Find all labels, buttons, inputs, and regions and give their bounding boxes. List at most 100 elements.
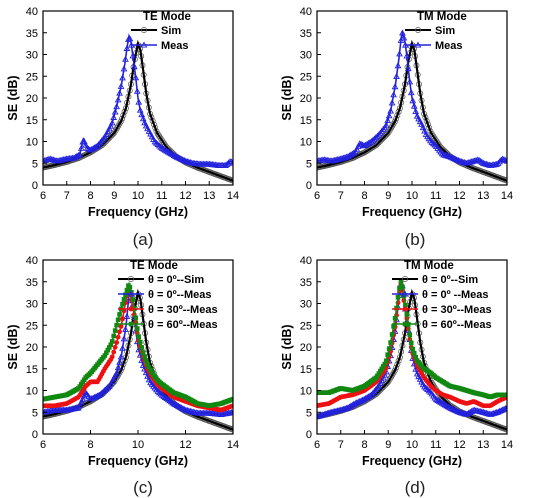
caption-b: (b): [405, 230, 426, 249]
legend-marker: [127, 290, 135, 297]
series-marker: [77, 398, 85, 405]
x-tick-label: 13: [203, 190, 215, 202]
legend-entry-label: Meas: [161, 40, 189, 52]
legend-title: TE Mode: [143, 11, 191, 23]
x-tick-label: 14: [227, 190, 239, 202]
x-tick-label: 9: [385, 190, 391, 202]
x-tick-label: 6: [40, 439, 46, 451]
series-marker: [438, 150, 446, 157]
x-axis-label: Frequency (GHz): [88, 454, 188, 468]
legend-marker: [140, 41, 148, 48]
y-tick-label: 35: [300, 28, 312, 40]
series-3: [43, 281, 233, 408]
y-tick-label: 10: [26, 137, 38, 149]
series-1: [317, 280, 507, 420]
legend-marker: [402, 276, 408, 282]
legend-marker: [128, 321, 134, 327]
y-tick-label: 5: [32, 158, 38, 170]
x-tick-label: 8: [361, 439, 367, 451]
legend-title: TE Mode: [130, 260, 178, 272]
y-tick-label: 30: [300, 50, 312, 62]
x-axis-label: Frequency (GHz): [362, 454, 462, 468]
x-tick-label: 12: [453, 439, 465, 451]
x-tick-label: 14: [501, 190, 513, 202]
legend-entry-label: θ = 30º--Meas: [148, 304, 218, 316]
legend-entry-label: θ = 0º --Meas: [422, 289, 489, 301]
legend-entry-label: Sim: [435, 25, 455, 37]
y-tick-label: 30: [300, 299, 312, 311]
y-tick-label: 40: [300, 255, 312, 267]
y-tick-label: 20: [300, 342, 312, 354]
legend-marker: [402, 321, 408, 327]
x-tick-label: 8: [87, 190, 93, 202]
y-tick-label: 0: [32, 429, 38, 441]
y-tick-label: 40: [26, 255, 38, 267]
y-tick-label: 30: [26, 50, 38, 62]
x-tick-label: 9: [385, 439, 391, 451]
y-tick-label: 15: [26, 364, 38, 376]
y-tick-label: 5: [306, 407, 312, 419]
legend-marker: [128, 276, 134, 282]
x-tick-label: 7: [338, 190, 344, 202]
y-tick-label: 25: [300, 71, 312, 83]
y-tick-label: 0: [306, 180, 312, 192]
x-tick-label: 12: [179, 439, 191, 451]
y-tick-label: 5: [32, 407, 38, 419]
x-tick-label: 6: [40, 190, 46, 202]
series-marker: [117, 118, 124, 125]
y-axis-label: SE (dB): [6, 324, 20, 369]
y-axis-label: SE (dB): [280, 75, 294, 120]
x-tick-label: 10: [132, 190, 144, 202]
x-tick-label: 14: [501, 439, 513, 451]
x-tick-label: 10: [132, 439, 144, 451]
legend-marker: [141, 27, 147, 33]
y-tick-label: 10: [300, 137, 312, 149]
x-tick-label: 8: [87, 439, 93, 451]
series-marker: [382, 121, 390, 128]
legend-marker: [128, 306, 134, 312]
y-tick-label: 15: [300, 364, 312, 376]
y-tick-label: 5: [306, 158, 312, 170]
legend-marker: [415, 27, 421, 33]
x-tick-label: 10: [406, 439, 418, 451]
x-tick-label: 11: [156, 190, 167, 202]
y-tick-label: 25: [26, 320, 38, 332]
legend: TM Mode θ = 0º--Sim θ = 0º --Meas θ = 30º--…: [392, 260, 492, 331]
series-marker: [94, 142, 101, 149]
series-1: [317, 29, 507, 168]
x-tick-label: 9: [111, 190, 117, 202]
x-tick-label: 7: [64, 190, 70, 202]
x-tick-label: 10: [406, 190, 418, 202]
series-marker: [113, 369, 121, 376]
y-tick-label: 35: [300, 277, 312, 289]
x-tick-label: 12: [453, 190, 465, 202]
panel-b: 6 7 8 9 10 11 12 13 14 0 5 10 15 20 25 30 35 40 Frequency …: [280, 6, 513, 219]
x-tick-label: 12: [179, 190, 191, 202]
caption-a: (a): [133, 230, 154, 249]
legend-marker: [414, 41, 422, 48]
y-tick-label: 10: [26, 386, 38, 398]
x-axis-label: Frequency (GHz): [362, 205, 462, 219]
series-line: [43, 288, 233, 411]
legend: TE Mode Sim Meas: [131, 11, 191, 52]
x-tick-label: 6: [314, 190, 320, 202]
legend-entry-label: Sim: [161, 25, 181, 37]
series-marker: [421, 127, 428, 134]
series-marker: [83, 144, 91, 151]
y-tick-label: 40: [300, 6, 312, 18]
y-tick-label: 10: [300, 386, 312, 398]
y-tick-label: 25: [26, 71, 38, 83]
x-tick-label: 7: [338, 439, 344, 451]
x-axis-label: Frequency (GHz): [88, 205, 188, 219]
y-tick-label: 40: [26, 6, 38, 18]
x-tick-label: 11: [430, 439, 441, 451]
x-tick-label: 13: [477, 190, 489, 202]
legend-entry-label: Meas: [435, 40, 463, 52]
legend-marker: [401, 290, 409, 297]
legend-marker: [402, 306, 408, 312]
series-marker: [419, 124, 427, 131]
y-tick-label: 20: [26, 342, 38, 354]
legend-entry-label: θ = 30º--Meas: [422, 304, 492, 316]
y-tick-label: 20: [26, 93, 38, 105]
